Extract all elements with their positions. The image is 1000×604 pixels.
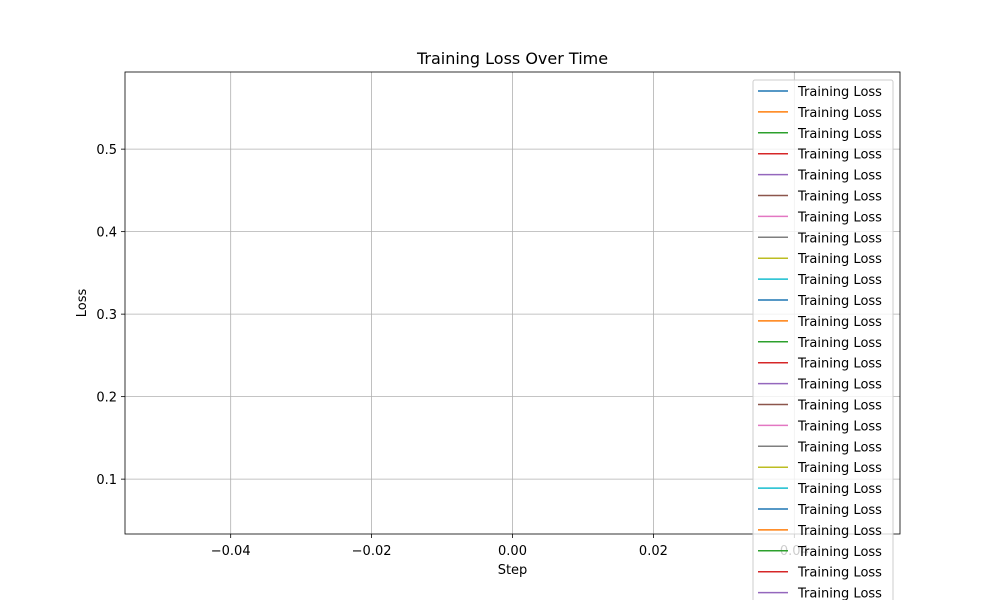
legend-label: Training Loss <box>797 190 882 205</box>
legend-label: Training Loss <box>797 357 882 372</box>
legend-label: Training Loss <box>797 482 882 497</box>
legend-label: Training Loss <box>797 440 882 455</box>
x-tick-label: −0.04 <box>211 544 251 559</box>
legend-label: Training Loss <box>797 252 882 267</box>
legend-label: Training Loss <box>797 524 882 539</box>
legend-label: Training Loss <box>797 503 882 518</box>
legend: Training Loss Training Loss Training Loss T… <box>752 79 894 604</box>
x-tick-label: 0.02 <box>639 544 668 559</box>
y-tick-label: 0.5 <box>96 143 117 158</box>
legend-label: Training Loss <box>797 419 882 434</box>
legend-frame <box>752 79 894 604</box>
legend-label: Training Loss <box>797 273 882 288</box>
legend-label: Training Loss <box>797 294 882 309</box>
legend-label: Training Loss <box>797 148 882 163</box>
legend-label: Training Loss <box>797 231 882 246</box>
y-tick-label: 0.4 <box>96 226 117 241</box>
legend-label: Training Loss <box>797 315 882 330</box>
x-tick-label: 0.00 <box>498 544 527 559</box>
x-axis-label: Step <box>498 563 528 578</box>
legend-label: Training Loss <box>797 587 882 600</box>
legend-label: Training Loss <box>797 566 882 581</box>
chart-title: Training Loss Over Time <box>416 49 608 68</box>
y-tick-label: 0.1 <box>96 473 117 488</box>
legend-label: Training Loss <box>797 127 882 142</box>
legend-label: Training Loss <box>797 378 882 393</box>
legend-label: Training Loss <box>797 399 882 414</box>
legend-label: Training Loss <box>797 106 882 121</box>
legend-label: Training Loss <box>797 169 882 184</box>
y-tick-label: 0.3 <box>96 308 117 323</box>
legend-label: Training Loss <box>797 85 882 100</box>
y-axis-ticks: 0.1 0.2 0.3 0.4 0.5 <box>96 143 125 488</box>
legend-entries: Training Loss Training Loss Training Loss T… <box>758 85 882 602</box>
legend-label: Training Loss <box>797 461 882 476</box>
legend-label: Training Loss <box>797 545 882 560</box>
legend-label: Training Loss <box>797 210 882 225</box>
y-axis-label: Loss <box>75 289 90 318</box>
legend-label: Training Loss <box>797 336 882 351</box>
y-tick-label: 0.2 <box>96 391 117 406</box>
x-tick-label: −0.02 <box>352 544 392 559</box>
